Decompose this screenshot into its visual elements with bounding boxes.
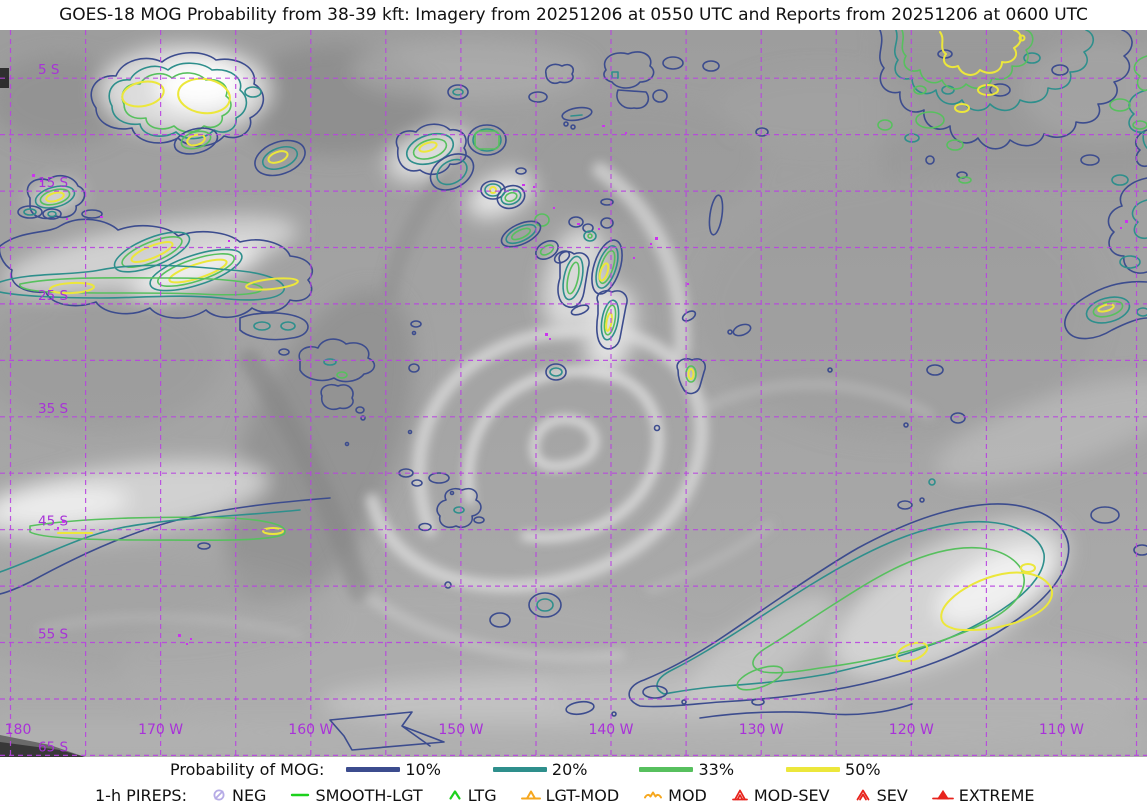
contour-chain-middle: [500, 220, 752, 395]
pirep-label: MOD: [668, 785, 707, 805]
legend-probability-row: Probability of MOG: 10% 20% 33% 50%: [170, 757, 881, 782]
lat-lon-grid: 180 170 W 160 W 150 W 140 W 130 W 120 W 110 W 5 …: [0, 30, 1147, 757]
pirep-label: SMOOTH-LGT: [315, 785, 423, 805]
dash-icon: [290, 787, 310, 803]
lat-label: 65 S: [38, 739, 68, 755]
probability-swatch: [346, 767, 401, 772]
lat-label: 5 S: [38, 62, 59, 78]
legend-pireps-label: 1-h PIREPS:: [95, 785, 187, 805]
pirep-legend-item: LTG: [447, 786, 497, 805]
pirep-label: LGT-MOD: [545, 785, 620, 805]
pirep-legend-item: MOD-SEV: [731, 786, 830, 805]
contour-band-lower-right: [565, 478, 1147, 719]
lon-label: 180: [5, 722, 32, 738]
probability-value: 10%: [405, 760, 441, 779]
pirep-label: SEV: [876, 785, 908, 805]
legend-probability-label: Probability of MOG:: [170, 760, 325, 779]
probability-legend-item: 10%: [346, 760, 441, 779]
caret-icon: [447, 787, 463, 803]
probability-value: 50%: [845, 760, 881, 779]
lat-label: 35 S: [38, 401, 68, 417]
legend-pireps-row: 1-h PIREPS: NEG SMOOTH-LGT LTG LGT-MOD MOD MO…: [95, 783, 1034, 807]
lon-label: 110 W: [1039, 722, 1084, 738]
pirep-label: NEG: [231, 785, 267, 805]
lon-label: 140 W: [588, 722, 633, 738]
pirep-legend-item: LGT-MOD: [520, 785, 620, 805]
tri-filled-icon: [931, 787, 954, 803]
lon-label: 130 W: [739, 722, 784, 738]
lat-label: 15 S: [38, 175, 68, 191]
tri-open-icon: [520, 787, 541, 803]
pirep-legend-item: NEG: [211, 786, 266, 805]
lat-label: 25 S: [38, 288, 68, 304]
lat-label: 55 S: [38, 627, 68, 643]
contour-top-edge-blobs: [528, 51, 769, 236]
satellite-map-canvas: 180 170 W 160 W 150 W 140 W 130 W 120 W 110 W 5 …: [0, 30, 1147, 757]
tri-caret-icon: [731, 787, 749, 803]
probability-legend-item: 50%: [786, 760, 881, 779]
lat-label: 45 S: [38, 514, 68, 530]
pirep-legend-item: SMOOTH-LGT: [290, 785, 423, 805]
no-data-wedge: [0, 735, 85, 757]
lon-label: 170 W: [138, 722, 183, 738]
lon-label: 150 W: [438, 722, 483, 738]
contour-bottom-left-polygon: [329, 711, 445, 751]
pirep-label: EXTREME: [958, 785, 1035, 805]
pirep-specks: [32, 125, 1128, 645]
contour-cell-west: [17, 174, 103, 220]
probability-value: 20%: [551, 760, 588, 779]
contour-chain-upper-middle: [395, 123, 614, 242]
double-caret-icon: [854, 787, 872, 803]
contour-band-45s: [0, 497, 331, 595]
pirep-label: MOD-SEV: [753, 785, 830, 805]
wave-icon: [643, 787, 663, 803]
lon-label: 160 W: [288, 722, 333, 738]
page-title: GOES-18 MOG Probability from 38-39 kft: …: [59, 5, 1088, 25]
pirep-legend-item: MOD: [643, 786, 707, 805]
probability-value: 33%: [698, 760, 735, 779]
contour-band-25s: [0, 218, 314, 341]
lon-label: 120 W: [889, 722, 934, 738]
pirep-legend-item: EXTREME: [931, 785, 1035, 805]
probability-legend-item: 20%: [492, 760, 588, 779]
probability-swatch: [786, 767, 841, 772]
neg-icon: [211, 787, 227, 803]
contour-topright-complex: [877, 30, 1147, 274]
probability-swatch: [492, 767, 547, 772]
pirep-label: LTG: [467, 785, 497, 805]
map-region: 180 170 W 160 W 150 W 140 W 130 W 120 W 110 W 5 …: [0, 30, 1147, 757]
contour-scattered-small: [278, 320, 966, 628]
probability-legend-item: 33%: [639, 760, 734, 779]
contour-cluster-topleft: [90, 51, 469, 177]
probability-swatch: [639, 767, 694, 772]
pirep-legend-item: SEV: [854, 786, 908, 805]
